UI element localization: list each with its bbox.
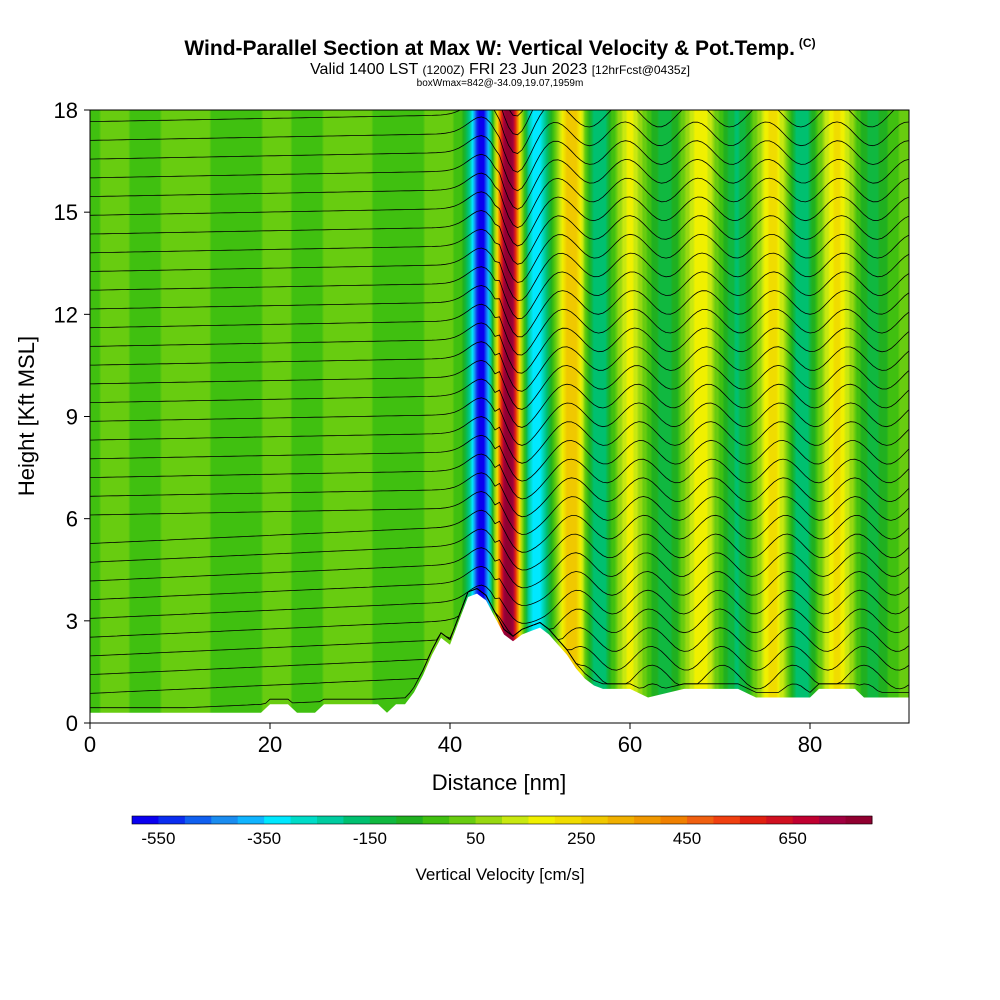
colorbar-tick-label: 450 <box>673 829 701 848</box>
colorbar-tick-label: -350 <box>247 829 281 848</box>
colorbar-swatch <box>766 816 794 824</box>
y-tick-label: 9 <box>66 405 78 430</box>
theta-contour <box>90 565 909 606</box>
colorbar-swatch <box>607 816 635 824</box>
colorbar-swatch <box>343 816 371 824</box>
colorbar-tick-label: 50 <box>466 829 485 848</box>
theta-contour <box>90 153 909 210</box>
x-axis-label: Distance [nm] <box>432 770 567 795</box>
theta-contour <box>90 472 909 518</box>
colorbar-swatch <box>422 816 450 824</box>
colorbar-swatch <box>634 816 662 824</box>
y-tick-label: 15 <box>54 200 78 225</box>
y-axis: 0 3 6 9 12 15 18 <box>54 98 90 736</box>
theta-contour <box>90 110 895 154</box>
theta-contour <box>90 322 909 374</box>
theta-contour <box>90 588 909 657</box>
colorbar-swatch <box>317 816 344 824</box>
theta-contour <box>90 116 909 173</box>
chart-title: Wind-Parallel Section at Max W: Vertical… <box>184 36 816 60</box>
colorbar-swatch <box>792 816 820 824</box>
colorbar-swatch <box>264 816 292 824</box>
box-info: boxWmax=842@-34.09,19.07,1959m <box>416 78 584 89</box>
theta-contour <box>90 135 909 192</box>
x-axis: 0 20 40 60 80 <box>84 723 822 757</box>
colorbar-swatch <box>211 816 239 824</box>
x-tick-label: 20 <box>258 732 282 757</box>
y-tick-label: 12 <box>54 302 78 327</box>
copyright-mark: (C) <box>798 36 816 50</box>
theta-contour <box>90 547 909 589</box>
colorbar-swatch <box>554 816 582 824</box>
theta-contour <box>90 247 909 302</box>
y-axis-label: Height [Kft MSL] <box>14 336 39 496</box>
colorbar: -550 -350 -150 50 250 450 650 <box>131 815 873 848</box>
theta-contour <box>90 341 909 392</box>
colorbar-swatch <box>528 816 556 824</box>
y-tick-label: 3 <box>66 609 78 634</box>
theta-contour <box>90 397 909 446</box>
theta-contour <box>90 434 909 482</box>
y-tick-label: 18 <box>54 98 78 123</box>
x-tick-label: 40 <box>438 732 462 757</box>
theta-contour <box>90 509 909 553</box>
colorbar-tick-label: 250 <box>567 829 595 848</box>
theta-contour <box>90 303 909 356</box>
theta-contour <box>90 285 909 338</box>
colorbar-swatch <box>687 816 714 824</box>
potential-temperature-contours <box>90 110 909 709</box>
theta-contour <box>90 453 909 500</box>
theta-contour <box>90 416 909 464</box>
theta-contour <box>90 491 909 535</box>
theta-contour <box>90 191 909 247</box>
colorbar-swatch <box>369 816 397 824</box>
colorbar-swatch <box>845 816 873 824</box>
colorbar-tick-label: 650 <box>779 829 807 848</box>
colorbar-swatch <box>449 816 477 824</box>
colorbar-swatch <box>132 816 159 824</box>
theta-contour <box>90 172 909 229</box>
colorbar-swatch <box>184 816 212 824</box>
colorbar-swatch <box>475 816 503 824</box>
colorbar-swatch <box>713 816 741 824</box>
theta-contour <box>90 588 909 638</box>
colorbar-swatch <box>581 816 609 824</box>
theta-contour <box>90 359 909 410</box>
theta-contour <box>90 528 909 571</box>
colorbar-swatch <box>290 816 318 824</box>
theta-contour <box>90 378 909 428</box>
colorbar-swatch <box>660 816 688 824</box>
theta-contour <box>90 266 909 320</box>
x-tick-label: 80 <box>798 732 822 757</box>
theta-contour <box>90 228 909 283</box>
colorbar-label: Vertical Velocity [cm/s] <box>415 865 584 884</box>
y-tick-label: 0 <box>66 711 78 736</box>
plot-area <box>89 109 910 724</box>
colorbar-swatch <box>739 816 767 824</box>
terrain <box>90 593 909 723</box>
colorbar-swatch <box>237 816 265 824</box>
chart-subtitle: Valid 1400 LST (1200Z) FRI 23 Jun 2023 [… <box>310 61 690 78</box>
theta-contour <box>90 210 909 265</box>
y-tick-label: 6 <box>66 507 78 532</box>
colorbar-frame <box>131 815 873 825</box>
x-tick-label: 60 <box>618 732 642 757</box>
colorbar-tick-label: -550 <box>141 829 175 848</box>
colorbar-swatch <box>396 816 424 824</box>
colorbar-swatch <box>819 816 847 824</box>
theta-contour <box>508 110 524 117</box>
colorbar-swatch <box>502 816 529 824</box>
colorbar-swatch <box>158 816 186 824</box>
colorbar-tick-label: -150 <box>353 829 387 848</box>
theta-contour <box>90 584 909 624</box>
x-tick-label: 0 <box>84 732 96 757</box>
